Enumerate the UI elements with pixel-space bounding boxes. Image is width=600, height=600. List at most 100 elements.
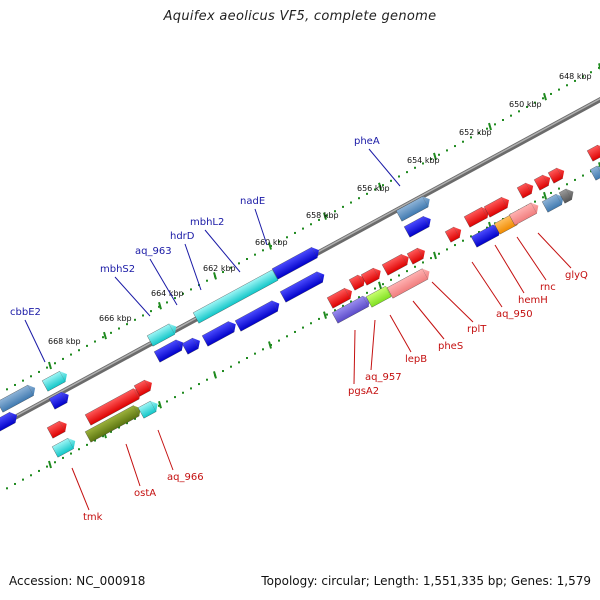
gene-arrowhead bbox=[344, 288, 352, 299]
major-tick bbox=[268, 242, 272, 250]
gene-block bbox=[279, 271, 325, 303]
tick-dot bbox=[358, 197, 360, 200]
tick-dot bbox=[38, 370, 40, 373]
tick-dot bbox=[358, 296, 360, 299]
tick-dot bbox=[78, 349, 80, 352]
gene-label: aq_950 bbox=[496, 309, 533, 320]
scale-label: 652 kbp bbox=[459, 128, 492, 137]
gene-box bbox=[516, 182, 532, 199]
leader-line bbox=[370, 319, 376, 371]
tick-dot bbox=[542, 196, 544, 199]
leader-line bbox=[471, 261, 503, 308]
leader-line bbox=[204, 229, 241, 273]
tick-dot bbox=[222, 370, 224, 373]
tick-dot bbox=[14, 482, 16, 485]
tick-dot bbox=[446, 248, 448, 251]
gene-block bbox=[41, 370, 67, 392]
tick-dot bbox=[6, 487, 8, 490]
scale-label: 648 kbp bbox=[559, 72, 592, 81]
tick-dot bbox=[198, 383, 200, 386]
major-tick bbox=[158, 400, 162, 409]
tick-dot bbox=[238, 361, 240, 364]
gene-block bbox=[541, 193, 564, 213]
tick-dot bbox=[94, 340, 96, 343]
leader-line bbox=[157, 429, 174, 471]
major-tick bbox=[433, 251, 437, 260]
gene-arrowhead bbox=[317, 271, 325, 283]
tick-dot bbox=[470, 136, 472, 139]
tick-dot bbox=[446, 149, 448, 152]
tick-dot bbox=[126, 323, 128, 326]
tick-dot bbox=[278, 339, 280, 342]
tick-dot bbox=[30, 474, 32, 477]
tick-dot bbox=[62, 456, 64, 459]
gene-block bbox=[51, 437, 76, 458]
scale-label: 662 kbp bbox=[203, 264, 236, 273]
gene-arrowhead bbox=[525, 182, 534, 194]
tick-dot bbox=[94, 439, 96, 442]
leader-line bbox=[516, 236, 547, 281]
gene-box bbox=[234, 300, 278, 332]
gene-block bbox=[533, 174, 551, 191]
gene-box bbox=[386, 268, 429, 299]
tick-dot bbox=[374, 287, 376, 290]
leader-line bbox=[389, 314, 412, 353]
gene-arrowhead bbox=[59, 371, 67, 382]
gene-arrowhead bbox=[373, 268, 381, 279]
gene-box bbox=[395, 196, 429, 222]
tick-dot bbox=[302, 326, 304, 329]
tick-dot bbox=[414, 166, 416, 169]
gene-box bbox=[133, 379, 151, 397]
tick-dot bbox=[462, 140, 464, 143]
tick-dot bbox=[174, 297, 176, 300]
tick-dot bbox=[142, 314, 144, 317]
tick-dot bbox=[174, 396, 176, 399]
leader-line bbox=[412, 300, 445, 340]
gene-block bbox=[483, 196, 509, 218]
tick-dot bbox=[334, 210, 336, 213]
gene-label: pheS bbox=[438, 341, 463, 352]
tick-dot bbox=[46, 465, 48, 468]
tick-dot bbox=[158, 305, 160, 308]
tick-dot bbox=[294, 330, 296, 333]
tick-dot bbox=[70, 452, 72, 455]
gene-block bbox=[547, 167, 565, 184]
gene-box bbox=[558, 188, 573, 204]
tick-dot bbox=[286, 236, 288, 239]
tick-dot bbox=[134, 318, 136, 321]
gene-arrowhead bbox=[228, 321, 236, 332]
tick-dot bbox=[566, 84, 568, 87]
gene-block bbox=[181, 337, 200, 355]
tick-dot bbox=[550, 92, 552, 95]
tick-dot bbox=[350, 201, 352, 204]
tick-dot bbox=[70, 353, 72, 356]
gene-box bbox=[533, 174, 549, 191]
gene-label: lepB bbox=[405, 354, 427, 365]
gene-label: rplT bbox=[467, 324, 487, 335]
major-tick bbox=[48, 361, 52, 370]
tick-dot bbox=[486, 127, 488, 130]
gene-arrowhead bbox=[144, 380, 152, 391]
tick-dot bbox=[310, 223, 312, 226]
scale-label: 660 kbp bbox=[255, 238, 288, 247]
major-tick bbox=[213, 371, 217, 379]
gene-block bbox=[326, 287, 352, 309]
tick-dot bbox=[430, 158, 432, 161]
tick-dot bbox=[406, 270, 408, 273]
gene-arrowhead bbox=[422, 268, 430, 280]
tick-dot bbox=[62, 357, 64, 360]
tick-dot bbox=[550, 191, 552, 194]
gene-label: tmk bbox=[83, 512, 103, 523]
tick-dot bbox=[110, 430, 112, 433]
major-tick bbox=[268, 341, 272, 349]
leader-line bbox=[184, 243, 202, 291]
tick-dot bbox=[382, 184, 384, 187]
tick-dot bbox=[166, 301, 168, 304]
scale-label: 654 kbp bbox=[407, 156, 440, 165]
major-tick bbox=[323, 311, 327, 319]
gene-block bbox=[48, 391, 69, 410]
leader-line bbox=[114, 276, 151, 317]
gene-label: hdrD bbox=[170, 231, 195, 242]
tick-dot bbox=[558, 187, 560, 190]
tick-dot bbox=[430, 257, 432, 260]
